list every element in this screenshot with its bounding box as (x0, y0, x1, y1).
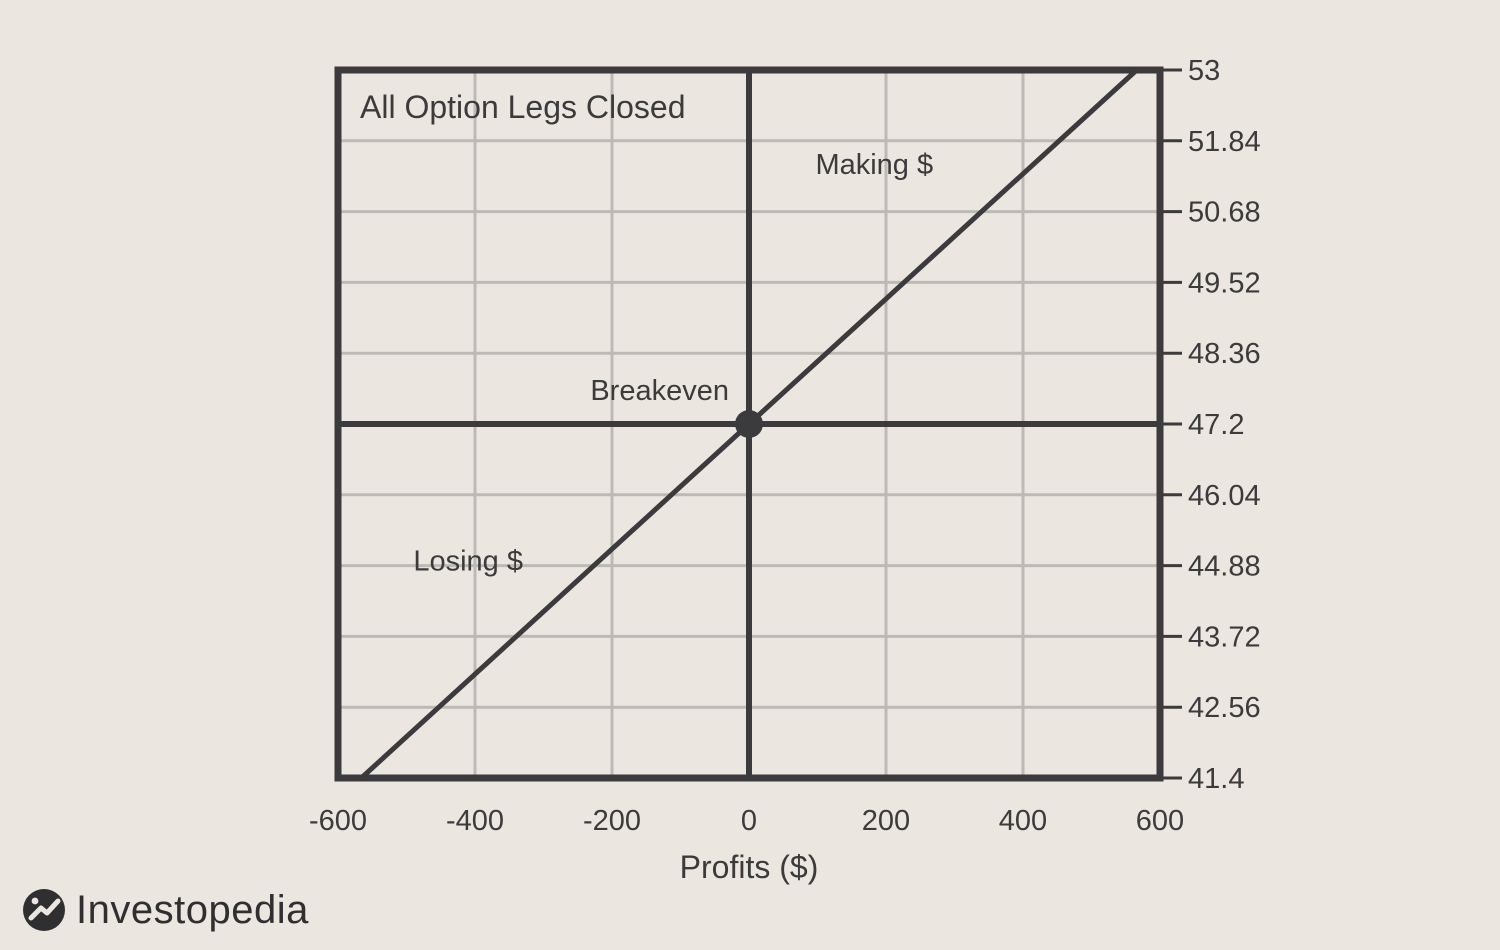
x-tick-label: 0 (741, 805, 757, 837)
breakeven-point (735, 410, 763, 438)
y-tick-label: 49.52 (1188, 267, 1261, 299)
y-tick-label: 44.88 (1188, 551, 1261, 583)
y-tick-label: 41.4 (1188, 763, 1244, 795)
y-tick-label: 50.68 (1188, 197, 1261, 229)
annotation-making: Making $ (815, 149, 933, 181)
series (359, 68, 1139, 780)
x-axis-title: Profits ($) (680, 849, 819, 885)
x-ticks: -600 -400 -200 0 200 400 600 (309, 805, 1184, 837)
y-tick-label: 53 (1188, 55, 1220, 87)
y-tick-label: 46.04 (1188, 480, 1261, 512)
y-tick-label: 47.2 (1188, 409, 1244, 441)
annotation-losing: Losing $ (413, 545, 523, 577)
x-tick-label: -400 (446, 805, 504, 837)
y-ticks: 41.4 42.56 43.72 44.88 46.04 47.2 48.36 49.52 50… (1160, 55, 1261, 795)
x-tick-label: -600 (309, 805, 367, 837)
breakeven-label: Breakeven (590, 375, 729, 407)
x-tick-label: -200 (583, 805, 641, 837)
chart-title: All Option Legs Closed (360, 89, 686, 125)
investopedia-logo-icon (23, 889, 65, 931)
y-tick-label: 42.56 (1188, 692, 1261, 724)
x-tick-label: 400 (999, 805, 1047, 837)
x-tick-label: 200 (862, 805, 910, 837)
brand-logo: Investopedia (22, 880, 309, 940)
y-tick-label: 51.84 (1188, 126, 1261, 158)
brand-name: Investopedia (76, 887, 309, 932)
y-tick-label: 43.72 (1188, 621, 1261, 653)
y-tick-label: 48.36 (1188, 338, 1261, 370)
x-tick-label: 600 (1136, 805, 1184, 837)
